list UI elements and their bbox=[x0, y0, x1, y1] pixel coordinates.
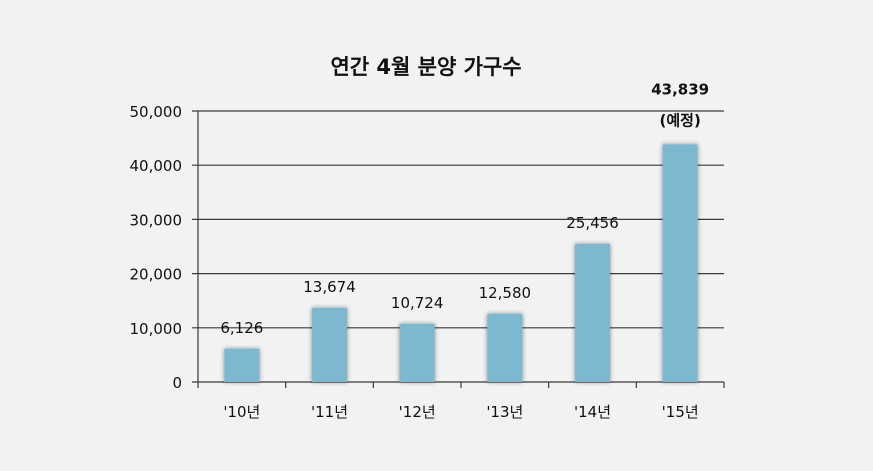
x-axis-ticks: '10년 '11년 '12년 '13년 '14년 '15년 bbox=[223, 403, 698, 421]
data-label: 6,126 bbox=[220, 319, 263, 337]
x-tick-label: '15년 bbox=[662, 403, 699, 421]
data-label: 12,580 bbox=[479, 284, 532, 302]
data-label: 10,724 bbox=[391, 294, 444, 312]
y-tick-label: 20,000 bbox=[130, 266, 183, 284]
data-label: 25,456 bbox=[566, 214, 619, 232]
x-tick-label: '10년 bbox=[223, 403, 260, 421]
x-tick-label: '11년 bbox=[311, 403, 348, 421]
x-tick-label: '14년 bbox=[574, 403, 611, 421]
y-axis-ticks: 0 10,000 20,000 30,000 40,000 50,000 bbox=[130, 103, 183, 392]
data-label: 13,674 bbox=[303, 278, 356, 296]
y-tick-label: 40,000 bbox=[130, 157, 183, 175]
chart-panel: 연간 4월 분양 가구수 0 10,000 20,000 30,000 40,000 50… bbox=[14, 12, 859, 459]
bar bbox=[399, 323, 435, 382]
bar-chart: 연간 4월 분양 가구수 0 10,000 20,000 30,000 40,000 50… bbox=[130, 55, 725, 421]
y-tick-label: 0 bbox=[172, 374, 182, 392]
y-tick-label: 10,000 bbox=[130, 320, 183, 338]
bar bbox=[487, 313, 523, 382]
x-tick-label: '13년 bbox=[486, 403, 523, 421]
data-label: 43,839 bbox=[651, 80, 709, 98]
x-tick-label: '12년 bbox=[399, 403, 436, 421]
bar bbox=[662, 144, 698, 382]
y-tick-label: 50,000 bbox=[130, 103, 183, 121]
y-tick-label: 30,000 bbox=[130, 211, 183, 229]
bar bbox=[312, 307, 347, 382]
bars bbox=[224, 144, 698, 382]
data-labels: 6,126 13,674 10,724 12,580 25,456 43,839 (예정) bbox=[220, 80, 709, 336]
chart-title: 연간 4월 분양 가구수 bbox=[330, 55, 521, 79]
gridlines bbox=[192, 110, 725, 388]
bar bbox=[575, 244, 610, 382]
bar bbox=[224, 348, 260, 382]
data-label-note: (예정) bbox=[660, 111, 701, 129]
